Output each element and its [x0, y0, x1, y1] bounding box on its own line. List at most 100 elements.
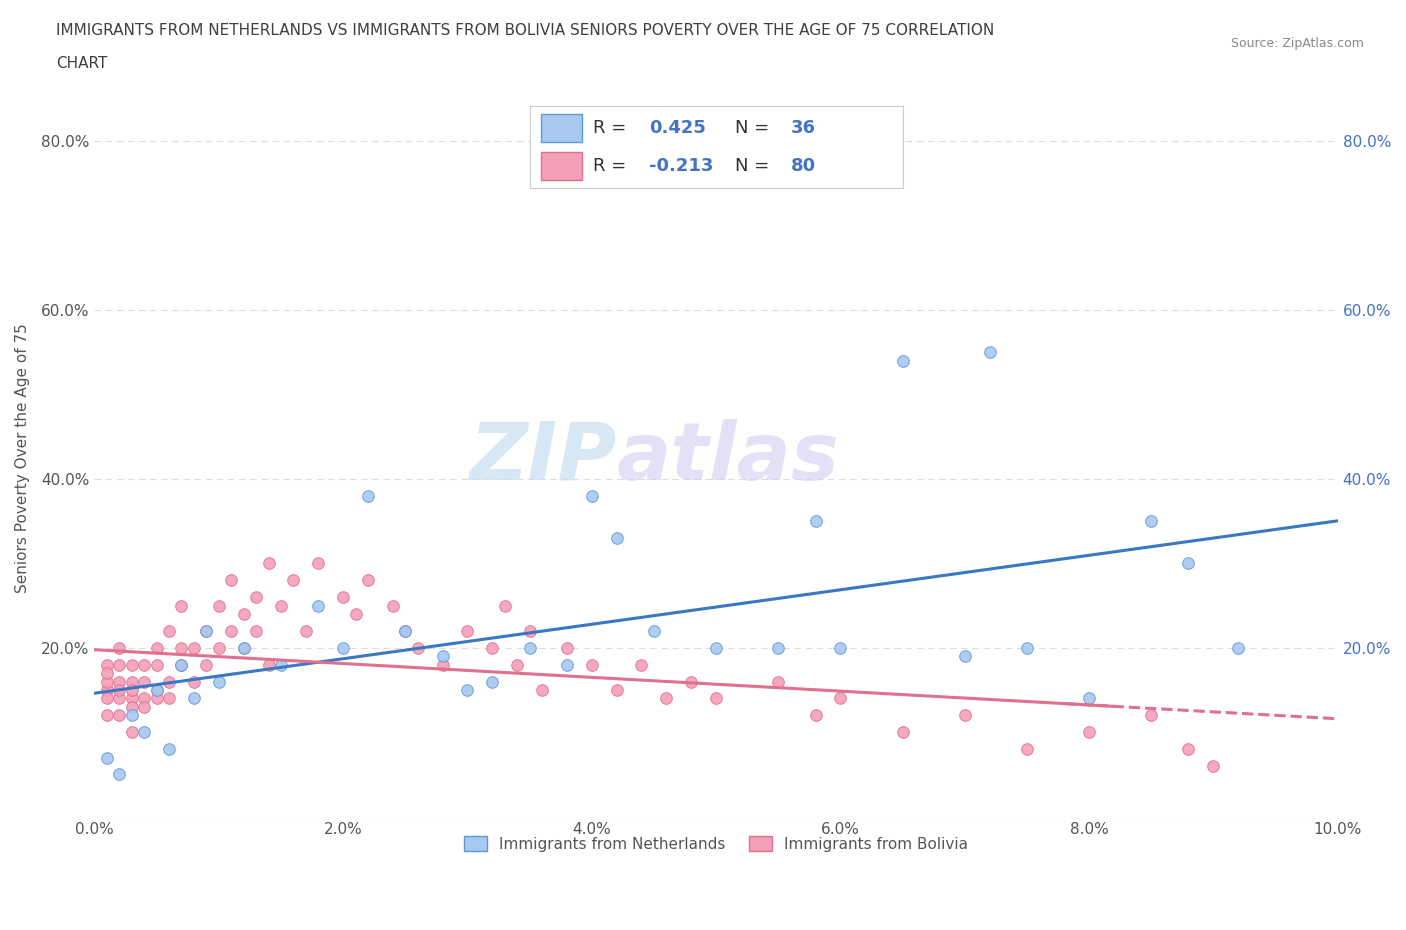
Point: [121, 674, 143, 689]
Point: [219, 573, 242, 588]
Point: [170, 641, 193, 656]
Point: [108, 674, 131, 689]
Point: [307, 598, 329, 613]
Point: [581, 658, 603, 672]
Point: [145, 683, 167, 698]
Point: [530, 683, 553, 698]
Point: [108, 767, 131, 782]
Point: [183, 674, 205, 689]
Point: [232, 606, 254, 621]
Point: [891, 353, 914, 368]
Point: [332, 641, 354, 656]
Point: [456, 683, 478, 698]
Point: [1202, 759, 1225, 774]
Point: [145, 683, 167, 698]
Point: [581, 488, 603, 503]
Point: [183, 641, 205, 656]
Point: [121, 724, 143, 739]
Point: [96, 708, 118, 723]
Point: [519, 623, 541, 638]
Point: [245, 590, 267, 604]
Point: [270, 598, 292, 613]
Point: [134, 699, 156, 714]
Point: [208, 641, 231, 656]
Point: [170, 658, 193, 672]
Point: [195, 623, 218, 638]
Point: [232, 641, 254, 656]
Point: [519, 641, 541, 656]
Point: [704, 691, 727, 706]
Point: [630, 658, 652, 672]
Point: [195, 623, 218, 638]
Point: [219, 623, 242, 638]
Text: Source: ZipAtlas.com: Source: ZipAtlas.com: [1230, 37, 1364, 50]
Point: [157, 742, 180, 757]
Text: CHART: CHART: [56, 56, 108, 71]
Point: [506, 658, 529, 672]
Point: [1177, 742, 1199, 757]
Point: [108, 641, 131, 656]
Point: [432, 649, 454, 664]
Point: [357, 488, 380, 503]
Point: [766, 641, 789, 656]
Point: [804, 708, 827, 723]
Point: [108, 691, 131, 706]
Point: [481, 674, 503, 689]
Point: [96, 683, 118, 698]
Point: [394, 623, 416, 638]
Point: [96, 666, 118, 681]
Text: atlas: atlas: [617, 418, 839, 497]
Point: [108, 658, 131, 672]
Point: [270, 658, 292, 672]
Point: [283, 573, 305, 588]
Point: [121, 699, 143, 714]
Point: [257, 556, 280, 571]
Point: [704, 641, 727, 656]
Point: [1140, 513, 1163, 528]
Point: [145, 641, 167, 656]
Point: [555, 641, 578, 656]
Point: [1177, 556, 1199, 571]
Point: [157, 674, 180, 689]
Y-axis label: Seniors Poverty Over the Age of 75: Seniors Poverty Over the Age of 75: [15, 323, 30, 592]
Point: [655, 691, 678, 706]
Point: [96, 658, 118, 672]
Point: [766, 674, 789, 689]
Point: [245, 623, 267, 638]
Point: [406, 641, 429, 656]
Point: [170, 658, 193, 672]
Point: [1015, 742, 1038, 757]
Point: [170, 598, 193, 613]
Point: [145, 691, 167, 706]
Point: [891, 724, 914, 739]
Point: [381, 598, 404, 613]
Point: [134, 674, 156, 689]
Point: [307, 556, 329, 571]
Point: [432, 658, 454, 672]
Point: [134, 724, 156, 739]
Point: [121, 691, 143, 706]
Point: [121, 683, 143, 698]
Point: [681, 674, 703, 689]
Point: [108, 708, 131, 723]
Point: [1140, 708, 1163, 723]
Point: [456, 623, 478, 638]
Point: [357, 573, 380, 588]
Point: [195, 658, 218, 672]
Point: [830, 691, 852, 706]
Point: [134, 658, 156, 672]
Point: [208, 598, 231, 613]
Point: [157, 623, 180, 638]
Point: [96, 674, 118, 689]
Point: [121, 708, 143, 723]
Point: [96, 691, 118, 706]
Point: [1015, 641, 1038, 656]
Point: [804, 513, 827, 528]
Point: [643, 623, 665, 638]
Point: [332, 590, 354, 604]
Point: [183, 691, 205, 706]
Point: [953, 708, 976, 723]
Point: [481, 641, 503, 656]
Point: [108, 683, 131, 698]
Legend: Immigrants from Netherlands, Immigrants from Bolivia: Immigrants from Netherlands, Immigrants …: [457, 828, 976, 859]
